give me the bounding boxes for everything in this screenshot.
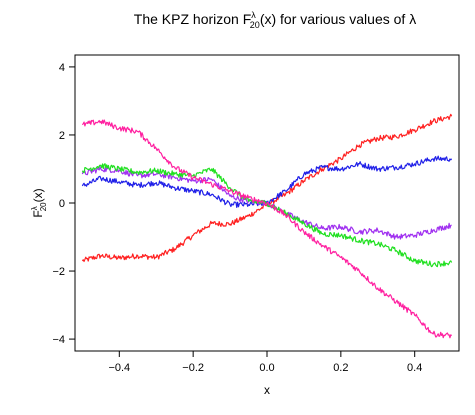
y-axis-label-base: F <box>31 210 45 217</box>
y-axis-label-suffix: (x) <box>31 188 45 202</box>
x-tick-label: 0.2 <box>333 362 348 374</box>
chart-title-suffix: (x) for various values of λ <box>260 11 416 27</box>
x-tick-label: −0.2 <box>182 362 204 374</box>
series-layer <box>81 113 453 339</box>
y-tick-label: −2 <box>52 266 65 278</box>
chart-title-sub: 20 <box>250 20 260 30</box>
series-line-5 <box>81 119 453 339</box>
x-tick-label: 0.4 <box>407 362 422 374</box>
x-axis-label: x <box>264 383 270 397</box>
x-tick-label: −0.4 <box>108 362 130 374</box>
y-axis-label: Fλ20(x) <box>30 188 48 217</box>
y-axis-label-sup: λ <box>30 206 39 210</box>
series-line-4 <box>81 163 453 268</box>
chart-title: The KPZ horizon Fλ 20(x) for various valu… <box>134 10 416 30</box>
y-tick-label: 4 <box>59 62 65 74</box>
series-line-2 <box>81 155 453 208</box>
y-axis-label-text: Fλ20(x) <box>30 188 48 217</box>
y-axis: −4 −2 0 2 4 <box>52 62 75 346</box>
x-tick-label: 0.0 <box>259 362 274 374</box>
y-tick-label: 0 <box>59 198 65 210</box>
x-axis: −0.4 −0.2 0.0 0.2 0.4 <box>108 351 422 374</box>
series-line-1 <box>81 113 453 263</box>
y-tick-label: −4 <box>52 334 65 346</box>
y-tick-label: 2 <box>59 130 65 142</box>
y-axis-label-sub: 20 <box>39 202 48 211</box>
chart-title-prefix: The KPZ horizon F <box>134 11 252 27</box>
chart-title-sup: λ <box>251 10 256 20</box>
